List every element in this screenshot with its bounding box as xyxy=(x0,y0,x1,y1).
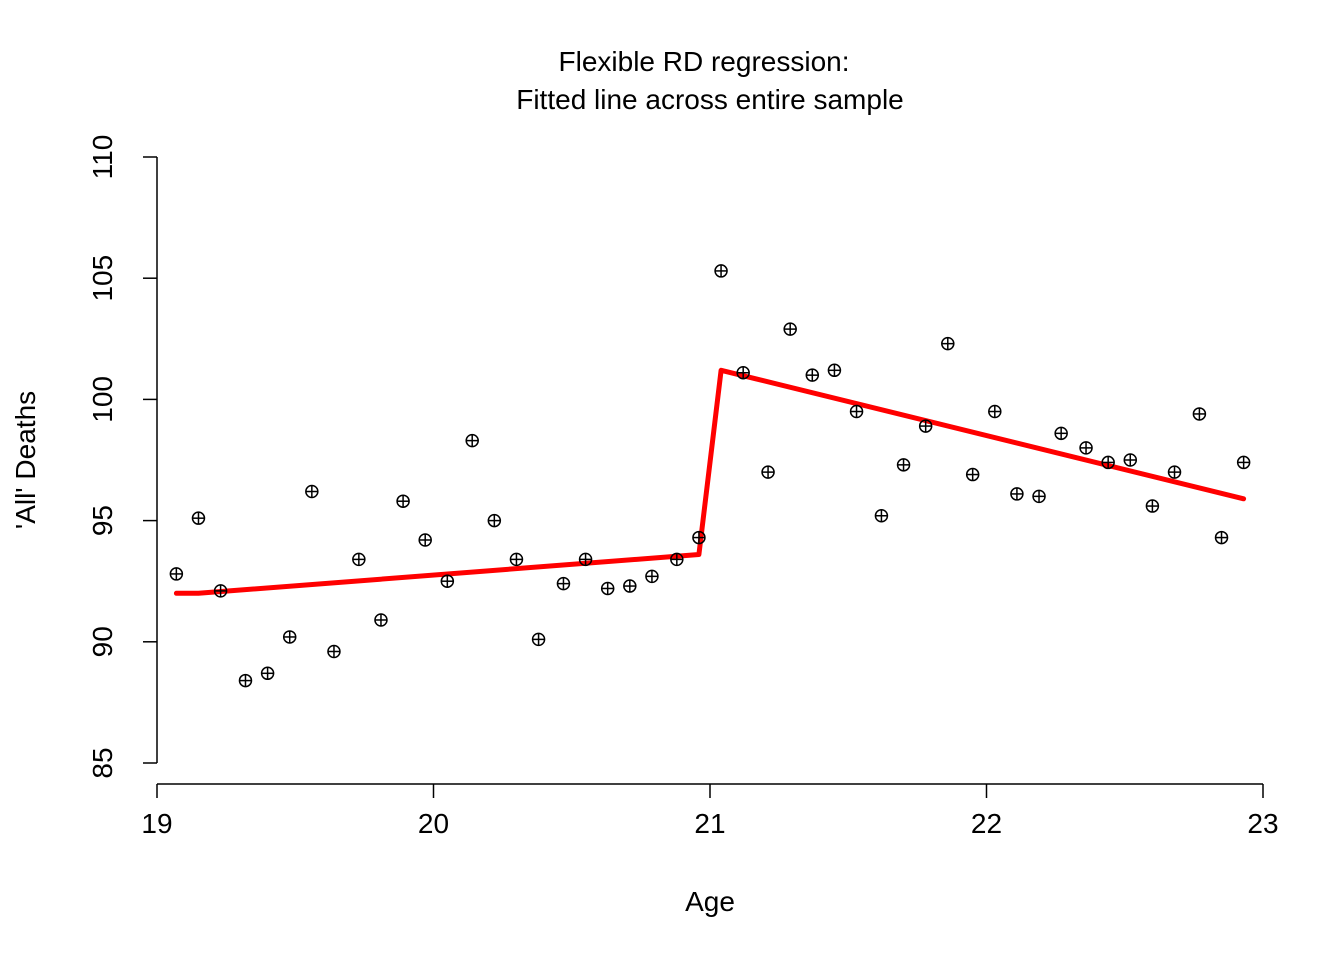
data-point xyxy=(805,368,820,382)
data-point xyxy=(714,264,728,278)
data-point xyxy=(238,673,253,688)
data-point xyxy=(327,644,341,659)
x-tick-label: 20 xyxy=(418,808,449,839)
x-tick-label: 23 xyxy=(1247,808,1278,839)
data-point xyxy=(965,467,980,482)
data-point xyxy=(736,365,750,380)
data-point xyxy=(623,579,637,593)
data-point xyxy=(578,552,593,567)
data-point xyxy=(918,419,933,433)
data-point xyxy=(600,581,615,596)
y-tick-label: 85 xyxy=(87,747,118,778)
data-point xyxy=(670,552,684,567)
data-point xyxy=(1079,441,1093,455)
data-point xyxy=(396,494,410,508)
data-point xyxy=(783,322,797,336)
y-tick-label: 90 xyxy=(87,626,118,657)
y-tick-label: 110 xyxy=(87,135,118,180)
data-point xyxy=(418,533,432,547)
data-point xyxy=(282,630,297,644)
data-point xyxy=(692,530,706,545)
data-point xyxy=(1101,455,1115,470)
data-point xyxy=(645,569,659,584)
data-point xyxy=(1167,465,1182,479)
data-point xyxy=(761,465,775,479)
data-point xyxy=(1010,487,1024,501)
data-point xyxy=(874,509,889,523)
data-point xyxy=(465,433,479,448)
y-tick-label: 105 xyxy=(87,255,118,302)
y-tick-label: 95 xyxy=(87,505,118,536)
data-point xyxy=(941,336,955,351)
data-point xyxy=(440,574,455,588)
data-point xyxy=(1123,453,1138,467)
data-point xyxy=(531,632,546,647)
data-point xyxy=(849,404,864,419)
x-axis-ticks: 19 20 21 22 23 xyxy=(141,784,1279,839)
data-point xyxy=(556,576,571,591)
data-point xyxy=(1236,455,1251,470)
data-point xyxy=(1192,407,1207,421)
y-axis-ticks: 85 90 95 100 105 110 xyxy=(87,135,157,779)
x-axis-label: Age xyxy=(685,886,735,917)
data-point xyxy=(1145,499,1160,513)
data-point xyxy=(487,513,502,528)
data-point xyxy=(1054,426,1068,441)
chart-title: Flexible RD regression: xyxy=(559,46,850,77)
data-point xyxy=(1214,530,1229,545)
data-point xyxy=(352,552,366,567)
x-tick-label: 19 xyxy=(141,808,172,839)
data-point xyxy=(827,363,842,378)
data-point xyxy=(988,404,1002,419)
data-points xyxy=(169,264,1251,688)
data-point xyxy=(1032,489,1046,504)
data-point xyxy=(374,613,388,627)
chart-subtitle: Fitted line across entire sample xyxy=(516,84,904,115)
data-point xyxy=(896,458,911,472)
data-point xyxy=(509,552,524,567)
data-point xyxy=(305,484,319,499)
x-tick-label: 21 xyxy=(694,808,725,839)
data-point xyxy=(191,511,206,525)
data-point xyxy=(213,584,228,598)
fitted-line xyxy=(173,367,1247,596)
data-point xyxy=(260,666,275,681)
x-tick-label: 22 xyxy=(971,808,1002,839)
data-point xyxy=(169,567,184,581)
y-axis-label: 'All' Deaths xyxy=(10,391,41,529)
y-tick-label: 100 xyxy=(87,376,118,423)
